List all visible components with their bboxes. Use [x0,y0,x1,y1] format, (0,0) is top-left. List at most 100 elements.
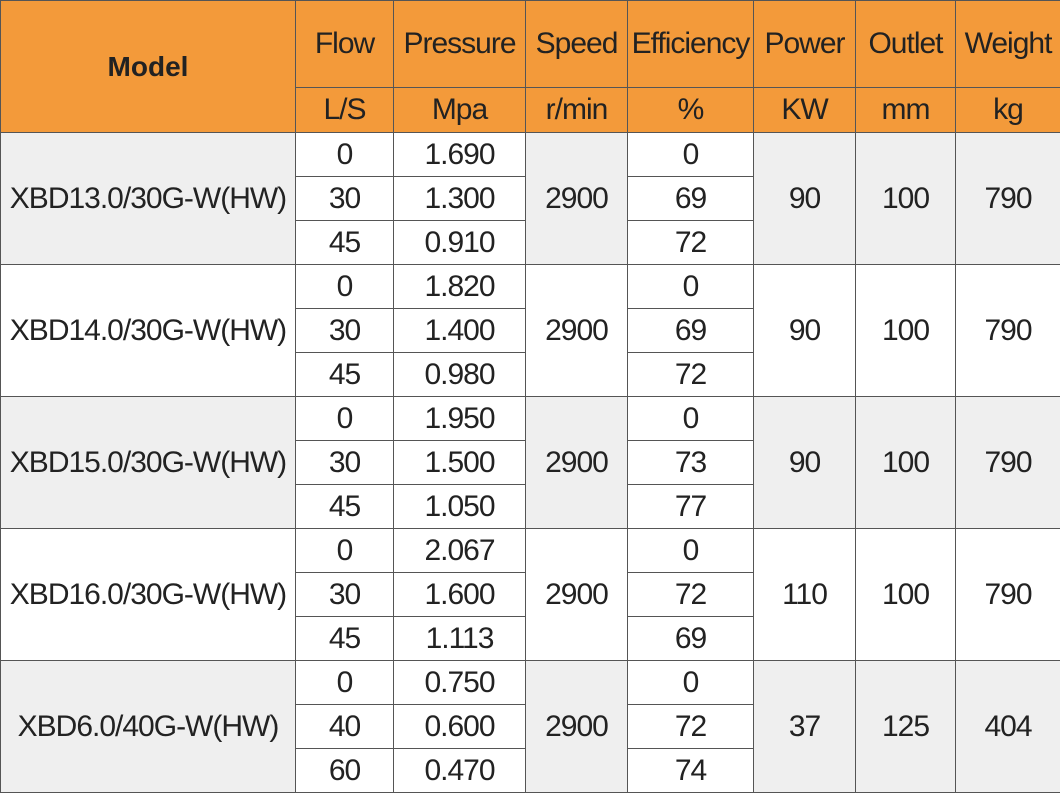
table-row: 45 1.050 77 [1,484,1060,529]
pressure-cell: 0.910 [393,220,526,265]
weight-cell: 404 [955,660,1060,793]
speed-cell: 2900 [525,132,628,265]
flow-cell: 0 [295,264,394,309]
weight-cell: 790 [955,264,1060,397]
table-row: 30 1.300 69 [1,176,1060,221]
header-unit: kg [955,87,1060,133]
flow-cell: 60 [295,748,394,793]
pressure-cell: 0.750 [393,660,526,705]
pressure-cell: 1.820 [393,264,526,309]
model-cell: XBD6.0/40G-W(HW) [0,660,296,793]
efficiency-cell: 77 [627,484,754,529]
header-unit: r/min [525,87,628,133]
pressure-cell: 0.600 [393,704,526,749]
power-cell: 90 [753,132,856,265]
header-title: Power [753,0,856,88]
table-row: 45 0.910 72 [1,220,1060,265]
table-row: XBD13.0/30G-W(HW) 0 1.690 2900 0 90 100 790 [0,132,1060,265]
header-unit: % [627,87,754,133]
table-row: XBD16.0/30G-W(HW) 0 2.067 2900 0 110 100 790 [0,528,1060,661]
table-row: XBD6.0/40G-W(HW) 0 0.750 2900 0 37 125 404 [0,660,1060,793]
weight-cell: 790 [955,528,1060,661]
outlet-cell: 100 [855,396,956,529]
header-title: Speed [525,0,628,88]
header-title: Flow [295,0,394,88]
outlet-cell: 100 [855,528,956,661]
outlet-cell: 125 [855,660,956,793]
header-title: Outlet [855,0,956,88]
power-cell: 37 [753,660,856,793]
speed-cell: 2900 [525,264,628,397]
model-cell: XBD13.0/30G-W(HW) [0,132,296,265]
flow-cell: 40 [295,704,394,749]
header-title: Efficiency [627,0,754,88]
pressure-cell: 1.400 [393,308,526,353]
speed-cell: 2900 [525,528,628,661]
outlet-cell: 100 [855,132,956,265]
pressure-cell: 1.690 [393,132,526,177]
efficiency-cell: 0 [627,528,754,573]
pressure-cell: 0.980 [393,352,526,397]
flow-cell: 30 [295,572,394,617]
efficiency-cell: 74 [627,748,754,793]
flow-cell: 0 [295,660,394,705]
power-cell: 90 [753,264,856,397]
table-row: 45 0.980 72 [1,352,1060,397]
table-row: 60 0.470 74 [1,748,1060,793]
table-row: 30 1.500 73 [1,440,1060,485]
pressure-cell: 0.470 [393,748,526,793]
model-cell: XBD14.0/30G-W(HW) [0,264,296,397]
flow-cell: 30 [295,440,394,485]
header-unit: mm [855,87,956,133]
flow-cell: 0 [295,396,394,441]
header-unit: Mpa [393,87,526,133]
header-title: Pressure [393,0,526,88]
weight-cell: 790 [955,396,1060,529]
header-unit: L/S [295,87,394,133]
table-row: Model Flow Pressure Speed Efficiency Power Out… [0,0,1060,133]
pressure-cell: 1.500 [393,440,526,485]
efficiency-cell: 0 [627,132,754,177]
header-model: Model [0,0,296,133]
pressure-cell: 2.067 [393,528,526,573]
table-row: XBD14.0/30G-W(HW) 0 1.820 2900 0 90 100 790 [0,264,1060,397]
weight-cell: 790 [955,132,1060,265]
flow-cell: 0 [295,132,394,177]
speed-cell: 2900 [525,660,628,793]
flow-cell: 30 [295,176,394,221]
power-cell: 110 [753,528,856,661]
table-row: XBD15.0/30G-W(HW) 0 1.950 2900 0 90 100 790 [0,396,1060,529]
efficiency-cell: 72 [627,220,754,265]
power-cell: 90 [753,396,856,529]
efficiency-cell: 0 [627,264,754,309]
efficiency-cell: 0 [627,660,754,705]
flow-cell: 0 [295,528,394,573]
flow-cell: 45 [295,220,394,265]
header-title: Weight [955,0,1060,88]
pressure-cell: 1.600 [393,572,526,617]
pressure-cell: 1.113 [393,616,526,661]
table-row: 40 0.600 72 [1,704,1060,749]
pressure-cell: 1.300 [393,176,526,221]
model-cell: XBD16.0/30G-W(HW) [0,528,296,661]
efficiency-cell: 72 [627,572,754,617]
table-row: L/S Mpa r/min% KW mm kg [1,87,1060,133]
flow-cell: 45 [295,616,394,661]
efficiency-cell: 73 [627,440,754,485]
speed-cell: 2900 [525,396,628,529]
efficiency-cell: 69 [627,616,754,661]
efficiency-cell: 0 [627,396,754,441]
efficiency-cell: 72 [627,704,754,749]
table-row: 45 1.113 69 [1,616,1060,661]
efficiency-cell: 72 [627,352,754,397]
efficiency-cell: 69 [627,176,754,221]
table-row: 30 1.600 72 [1,572,1060,617]
table-row: 30 1.400 69 [1,308,1060,353]
flow-cell: 30 [295,308,394,353]
pressure-cell: 1.950 [393,396,526,441]
header-unit: KW [753,87,856,133]
pressure-cell: 1.050 [393,484,526,529]
